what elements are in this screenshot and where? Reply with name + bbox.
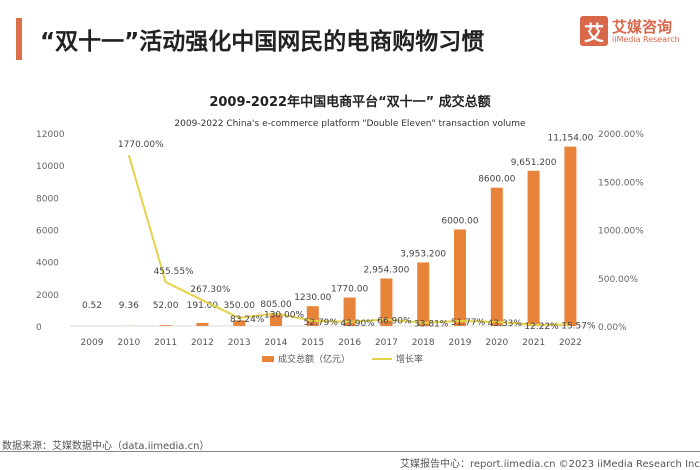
- bar-label: 1230.00: [294, 293, 331, 303]
- left-axis-tick: 4000: [36, 259, 59, 269]
- x-tick-label: 2019: [449, 338, 472, 348]
- legend-bar-label: 成交总额（亿元）: [278, 353, 350, 365]
- right-axis-tick: 2000.00%: [598, 130, 644, 140]
- bar-label: 9.36: [119, 301, 139, 311]
- x-tick-label: 2018: [412, 338, 435, 348]
- right-axis-tick: 1500.00%: [598, 178, 644, 188]
- bar: [159, 325, 172, 326]
- right-axis-tick: 500.00%: [598, 275, 638, 285]
- chart-subtitle: 2009-2022 China's e-commerce platform "D…: [174, 119, 526, 129]
- x-tick-label: 2013: [228, 338, 251, 348]
- bar-label: 1770.00: [331, 285, 368, 295]
- x-tick-label: 2016: [338, 338, 361, 348]
- left-axis-tick: 10000: [36, 162, 65, 172]
- line-label: 455.55%: [154, 267, 194, 277]
- bar: [343, 297, 356, 326]
- chart-title: 2009-2022年中国电商平台“双十一” 成交总额: [209, 94, 490, 110]
- x-tick-label: 2010: [117, 338, 140, 348]
- bar-label: 0.52: [82, 301, 102, 311]
- line-label: 12.22%: [524, 322, 559, 332]
- x-tick-label: 2014: [265, 338, 288, 348]
- line-label: 1770.00%: [118, 140, 164, 150]
- left-axis-tick: 2000: [36, 291, 59, 301]
- right-axis-tick: 1000.00%: [598, 227, 644, 237]
- left-axis-tick: 8000: [36, 194, 59, 204]
- x-tick-label: 2022: [559, 338, 582, 348]
- logo-cn: 艾媒咨询: [612, 17, 673, 36]
- footer-credit: 艾媒报告中心：report.iimedia.cn ©2023 iiMedia R…: [400, 459, 700, 470]
- line-label: 15.57%: [561, 321, 596, 331]
- footer-divider: [0, 451, 700, 452]
- line-label: 33.81%: [414, 320, 449, 330]
- line-label: 43.33%: [488, 319, 523, 329]
- line-label: 267.30%: [190, 285, 230, 295]
- bar-label: 11,154.00: [547, 134, 593, 144]
- line-label: 130.00%: [264, 310, 304, 320]
- x-tick-label: 2017: [375, 338, 398, 348]
- bar-label: 8600.00: [478, 175, 515, 185]
- x-tick-label: 2015: [301, 338, 324, 348]
- bar: [490, 187, 503, 326]
- x-tick-label: 2009: [81, 338, 104, 348]
- bar-label: 191.00: [187, 301, 219, 311]
- data-source: 数据来源：艾媒数据中心（data.iimedia.cn）: [2, 441, 210, 452]
- logo-mark: 艾: [580, 16, 608, 46]
- bar: [417, 262, 430, 326]
- bar-label: 3,953.200: [400, 249, 446, 259]
- x-tick-label: 2020: [485, 338, 508, 348]
- bar: [233, 320, 246, 326]
- bar: [564, 146, 577, 326]
- bar-label: 805.00: [260, 300, 292, 310]
- right-axis-tick: 0.00%: [598, 323, 627, 333]
- legend-line-label: 增长率: [396, 353, 423, 365]
- line-label: 52.79%: [304, 318, 339, 328]
- legend-bar-swatch: [262, 356, 274, 362]
- bar: [270, 313, 282, 326]
- bar-label: 350.00: [223, 301, 255, 311]
- bar-label: 6000.00: [441, 217, 478, 227]
- bar: [454, 229, 466, 326]
- x-tick-label: 2011: [154, 338, 177, 348]
- line-label: 83.24%: [230, 315, 265, 325]
- line-label: 51.77%: [451, 318, 486, 328]
- line-label: 43.90%: [340, 319, 375, 329]
- x-tick-label: 2012: [191, 338, 214, 348]
- logo-en: iiMedia Research: [612, 34, 680, 44]
- bar-label: 9,651.200: [511, 158, 557, 168]
- title-accent-bar: [16, 18, 22, 60]
- left-axis-tick: 0: [36, 323, 42, 333]
- page-title: “双十一”活动强化中国网民的电商购物习惯: [40, 29, 485, 55]
- left-axis-tick: 12000: [36, 130, 65, 140]
- bar: [380, 278, 393, 326]
- bar-label: 2,954.300: [363, 265, 409, 275]
- bar-label: 52.00: [153, 301, 179, 311]
- bar: [527, 170, 540, 326]
- growth-line: [127, 154, 571, 326]
- logo: 艾 艾媒咨询 iiMedia Research: [580, 16, 680, 46]
- x-tick-label: 2021: [522, 338, 545, 348]
- left-axis-tick: 6000: [36, 227, 59, 237]
- line-label: 66.90%: [377, 317, 412, 327]
- bar: [196, 322, 209, 326]
